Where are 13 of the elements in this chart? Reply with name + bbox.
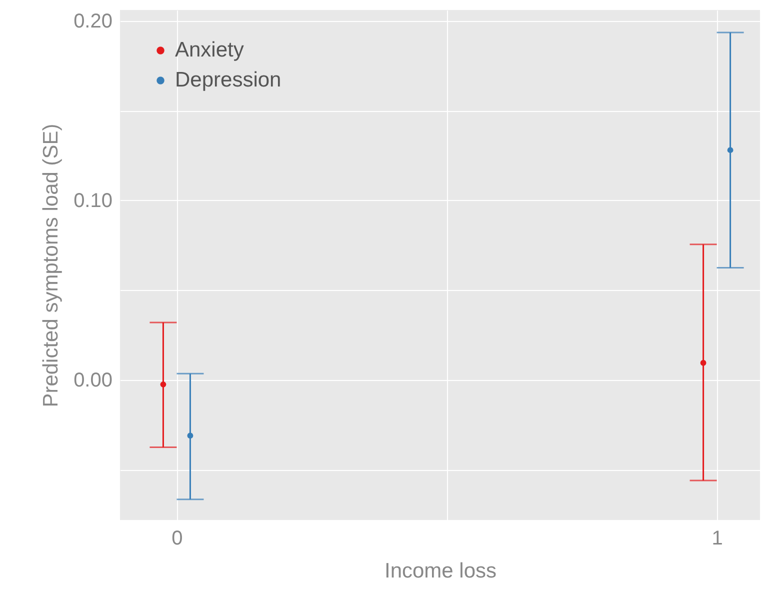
x-tick-label: 0 — [172, 528, 183, 550]
y-axis-title: Predicted symptoms load (SE) — [40, 124, 63, 408]
y-tick-label: 0.00 — [74, 369, 112, 392]
legend-label: Depression — [175, 68, 282, 92]
point — [727, 147, 734, 154]
legend-label: Anxiety — [175, 38, 244, 62]
y-tick-label: 0.10 — [74, 190, 112, 212]
point — [700, 360, 706, 366]
y-tick-label: 0.20 — [74, 10, 112, 32]
point — [160, 381, 166, 388]
x-axis-title: Income loss — [384, 560, 497, 582]
x-tick-label: 1 — [712, 528, 723, 550]
point — [187, 432, 194, 439]
